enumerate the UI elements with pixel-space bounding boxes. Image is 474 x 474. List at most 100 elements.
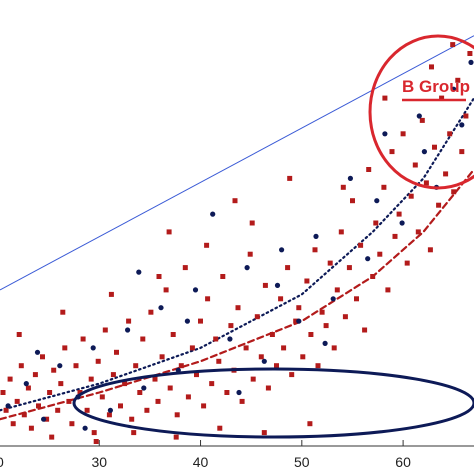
- data-point-circle: [5, 403, 11, 409]
- solid-trend-line: [0, 35, 474, 291]
- data-point-square: [415, 229, 421, 235]
- data-point-square: [49, 434, 55, 440]
- data-point-circle: [82, 425, 88, 431]
- x-tick-label: 40: [193, 454, 209, 470]
- data-point-square: [178, 363, 184, 369]
- data-point-square: [293, 318, 299, 324]
- data-point-circle: [236, 389, 242, 396]
- data-point-square: [381, 184, 387, 190]
- data-point-square: [366, 167, 372, 172]
- data-point-square: [281, 345, 287, 351]
- data-point-square: [307, 421, 313, 427]
- data-point-square: [108, 291, 114, 297]
- data-point-square: [392, 233, 398, 239]
- data-point-square: [58, 381, 64, 387]
- data-point-square: [167, 385, 173, 391]
- data-point-square: [278, 296, 284, 302]
- data-point-square: [163, 287, 169, 293]
- dashed-trend-line: [0, 168, 474, 421]
- data-point-square: [265, 385, 271, 391]
- data-point-square: [88, 376, 94, 382]
- data-point-square: [99, 394, 105, 400]
- x-tick-label-edge: 0: [0, 454, 4, 470]
- data-point-square: [289, 372, 295, 378]
- data-point-square: [28, 425, 34, 431]
- data-point-square: [427, 247, 433, 253]
- data-point-square: [261, 430, 267, 436]
- data-point-square: [304, 278, 310, 284]
- data-point-square: [166, 229, 172, 235]
- data-point-square: [340, 184, 346, 190]
- data-point-square: [451, 189, 457, 195]
- data-point-square: [342, 314, 348, 320]
- axis-layer: [0, 440, 474, 447]
- data-point-square: [235, 305, 241, 311]
- data-point-square: [93, 439, 99, 444]
- data-point-square: [201, 403, 207, 409]
- data-point-circle: [23, 381, 29, 387]
- data-point-square: [450, 42, 456, 48]
- data-point-circle: [421, 149, 427, 155]
- data-point-circle: [382, 131, 388, 137]
- data-point-square: [137, 390, 143, 395]
- data-point-circle: [374, 198, 380, 204]
- data-point-square: [205, 296, 211, 302]
- data-point-square: [217, 425, 223, 431]
- data-point-square: [319, 309, 325, 315]
- dotted-trend-line: [0, 97, 474, 412]
- data-point-square: [467, 51, 473, 56]
- data-point-square: [129, 416, 135, 422]
- data-point-square: [412, 162, 418, 168]
- data-point-circle: [451, 86, 457, 92]
- data-point-circle: [330, 296, 336, 302]
- data-point-square: [220, 274, 226, 279]
- data-point-square: [315, 363, 321, 369]
- data-point-circle: [41, 416, 47, 422]
- data-point-square: [40, 354, 45, 360]
- data-point-square: [404, 260, 410, 266]
- data-point-square: [455, 77, 461, 83]
- data-point-square: [327, 260, 333, 266]
- data-point-square: [338, 229, 344, 235]
- data-point-square: [232, 198, 238, 204]
- data-point-square: [389, 149, 395, 155]
- data-point-square: [396, 211, 402, 217]
- data-point-square: [10, 421, 16, 427]
- data-point-circle: [210, 211, 216, 217]
- data-point-square: [300, 354, 306, 360]
- data-point-square: [243, 345, 249, 351]
- data-point-circle: [136, 269, 142, 275]
- data-point-square: [459, 149, 465, 155]
- data-point-square: [331, 345, 337, 351]
- data-point-square: [362, 327, 368, 333]
- data-points: [0, 42, 474, 444]
- data-point-circle: [107, 407, 113, 413]
- highlight-ellipses: [72, 34, 474, 439]
- data-point-circle: [399, 220, 405, 226]
- x-tick-label: 60: [395, 454, 411, 470]
- data-point-square: [155, 398, 161, 404]
- data-point-square: [159, 354, 165, 360]
- red-highlight-ellipse: [368, 34, 474, 190]
- data-point-square: [55, 407, 61, 413]
- data-point-square: [385, 287, 391, 293]
- data-point-square: [170, 332, 176, 337]
- data-point-square: [249, 220, 255, 226]
- data-point-square: [262, 282, 268, 288]
- data-point-square: [447, 131, 453, 137]
- tick-labels: 30 40 50 60 0: [0, 454, 411, 470]
- data-point-square: [228, 323, 234, 329]
- data-point-square: [140, 336, 146, 342]
- data-point-circle: [125, 327, 131, 333]
- data-point-square: [269, 332, 275, 337]
- data-point-square: [274, 363, 279, 369]
- data-point-square: [60, 309, 66, 315]
- data-point-square: [174, 412, 180, 418]
- x-tick-label: 30: [92, 454, 108, 470]
- data-point-square: [77, 390, 83, 395]
- data-point-circle: [261, 358, 267, 364]
- data-point-square: [14, 398, 20, 404]
- data-point-square: [62, 345, 68, 351]
- data-point-square: [373, 220, 379, 226]
- data-point-circle: [141, 385, 147, 391]
